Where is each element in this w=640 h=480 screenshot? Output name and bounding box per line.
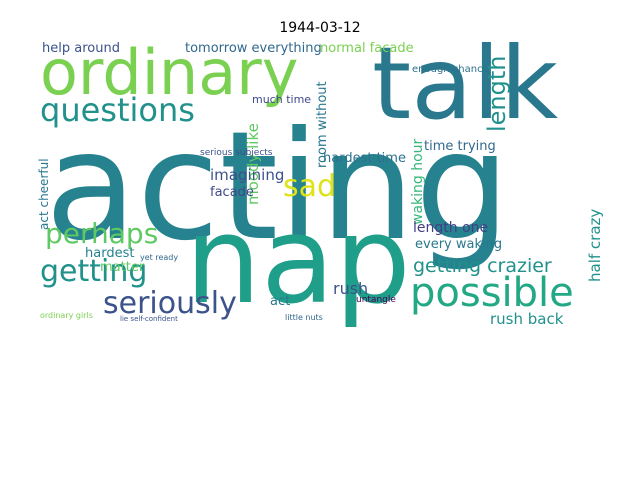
word: nap (185, 192, 411, 331)
chart-title: 1944-03-12 (279, 20, 360, 36)
word: room without (315, 81, 330, 168)
word: waking hour (410, 138, 426, 225)
word: act cheerful (37, 158, 51, 230)
word: questions (40, 91, 195, 129)
word: facade (210, 185, 254, 200)
word: hardest time (323, 151, 406, 166)
word: rush back (490, 310, 564, 328)
word: untangle (356, 295, 396, 305)
word: seriously (103, 286, 237, 321)
word: tomorrow everything (185, 41, 322, 56)
word: length (483, 56, 511, 133)
word: normal facade (320, 41, 414, 56)
word: getting crazier (413, 255, 552, 277)
word: time trying (424, 139, 496, 154)
word: little nuts (285, 313, 323, 322)
word: ordinary (40, 36, 298, 109)
word: serious subjects (200, 148, 273, 158)
word: matter (100, 260, 145, 275)
word: sad (283, 169, 336, 204)
word: help around (42, 41, 120, 56)
word: enough chance (412, 64, 489, 75)
word: length one (413, 220, 488, 236)
word: getting (40, 254, 147, 289)
word: lie self-confident (120, 315, 178, 323)
word: much time (252, 93, 311, 106)
word: hardest (85, 246, 134, 261)
word: talk (372, 25, 558, 142)
word: perhaps (45, 217, 158, 250)
word: ordinary girls (40, 311, 93, 320)
word: acting (45, 100, 510, 274)
word: moody like (244, 123, 262, 205)
word: rush (333, 279, 368, 298)
word: act (270, 294, 290, 309)
word: possible (410, 270, 574, 316)
word: every waking (415, 237, 502, 252)
word: yet ready (140, 253, 178, 262)
word: half crazy (586, 209, 604, 282)
word: imagining (210, 166, 284, 184)
